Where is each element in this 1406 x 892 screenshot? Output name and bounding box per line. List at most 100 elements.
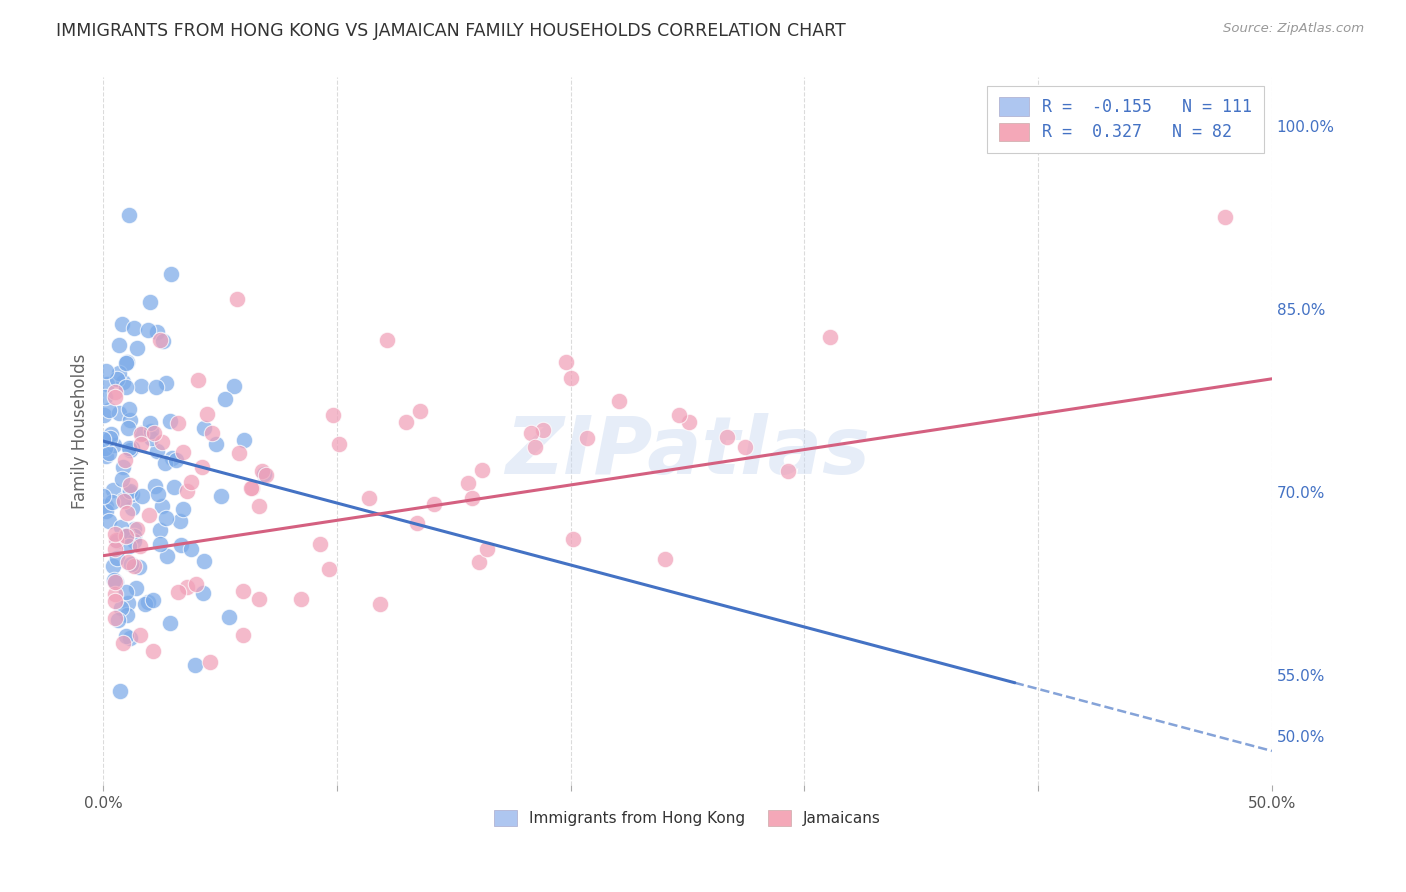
Point (138, 294, 160, 309)
Point (204, 437, 226, 451)
Point (104, 526, 127, 541)
Point (190, 459, 212, 474)
Point (149, 537, 172, 551)
Point (91, 489, 114, 503)
Point (165, 453, 187, 467)
Point (222, 379, 245, 393)
Point (127, 522, 149, 536)
Point (176, 483, 198, 498)
Point (105, 533, 128, 547)
Point (138, 508, 160, 522)
Point (105, 551, 128, 566)
Point (461, 491, 484, 505)
Point (108, 367, 131, 381)
Point (103, 483, 125, 497)
Point (98, 446, 121, 460)
Point (734, 440, 756, 454)
Point (228, 446, 250, 460)
Point (94, 503, 117, 517)
Point (121, 500, 143, 515)
Point (120, 631, 142, 645)
Point (105, 575, 128, 590)
Point (93, 432, 115, 446)
Point (186, 577, 208, 591)
Point (375, 333, 398, 347)
Point (160, 451, 183, 466)
Point (134, 598, 156, 612)
Point (131, 489, 153, 503)
Point (169, 538, 191, 552)
Point (524, 440, 547, 454)
Point (129, 427, 152, 442)
Point (1213, 210, 1236, 224)
Point (120, 484, 142, 499)
Point (112, 636, 135, 650)
Point (103, 437, 125, 451)
Point (136, 595, 159, 609)
Point (101, 558, 124, 573)
Point (678, 415, 700, 429)
Point (776, 464, 799, 478)
Point (118, 208, 141, 222)
Point (107, 406, 129, 420)
Point (104, 390, 127, 404)
Point (253, 467, 276, 482)
Point (118, 540, 141, 554)
Point (198, 655, 221, 669)
Point (153, 456, 176, 470)
Point (121, 442, 143, 456)
Point (193, 421, 215, 435)
Point (318, 562, 340, 576)
Point (112, 459, 135, 474)
Point (96, 376, 118, 391)
Point (139, 416, 162, 430)
Point (142, 593, 165, 607)
Point (120, 558, 142, 572)
Point (328, 437, 350, 451)
Point (159, 414, 181, 428)
Point (242, 481, 264, 495)
Point (149, 333, 172, 347)
Point (114, 528, 136, 542)
Point (104, 541, 127, 556)
Point (110, 601, 132, 615)
Point (423, 497, 446, 511)
Point (470, 463, 492, 477)
Point (160, 267, 183, 281)
Point (96, 499, 118, 513)
Point (290, 591, 312, 606)
Point (110, 520, 132, 534)
Point (146, 444, 169, 458)
Point (111, 317, 134, 331)
Point (457, 476, 479, 491)
Point (180, 541, 202, 556)
Point (122, 529, 145, 543)
Point (139, 431, 162, 445)
Point (232, 628, 254, 642)
Point (111, 375, 134, 389)
Point (117, 555, 139, 569)
Point (98, 514, 121, 528)
Point (100, 426, 122, 441)
Point (468, 555, 491, 569)
Point (118, 478, 141, 492)
Point (114, 453, 136, 467)
Point (100, 495, 122, 509)
Point (146, 486, 169, 500)
Point (104, 594, 127, 608)
Point (122, 559, 145, 574)
Point (94, 390, 117, 404)
Point (254, 468, 277, 483)
Point (159, 615, 181, 630)
Point (166, 585, 188, 599)
Point (131, 425, 153, 440)
Point (152, 334, 174, 348)
Point (560, 370, 582, 384)
Point (520, 425, 543, 440)
Point (129, 436, 152, 450)
Point (117, 421, 139, 435)
Point (395, 416, 418, 430)
Point (162, 480, 184, 494)
Point (141, 424, 163, 438)
Point (475, 542, 498, 557)
